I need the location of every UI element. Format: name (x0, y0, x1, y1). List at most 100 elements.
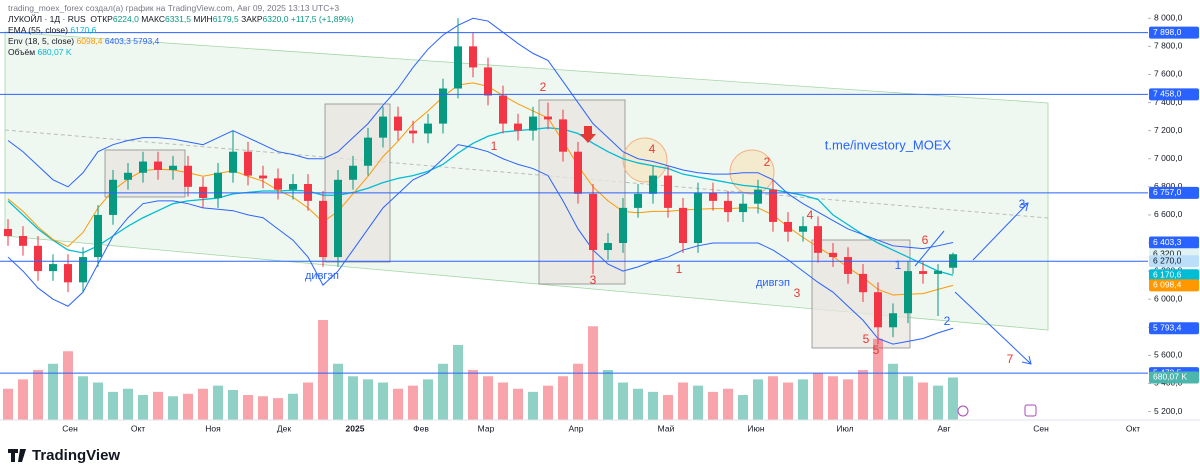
volume-bar (33, 370, 43, 420)
arrow-head (1021, 355, 1032, 365)
volume-bar (528, 391, 538, 420)
value: 6331,5 (164, 14, 191, 24)
value: 6320,0 (262, 14, 289, 24)
y-tick-label: 7 800,0 (1154, 41, 1183, 51)
value: 6170,6 (70, 25, 97, 35)
x-tick-label: Июл (836, 423, 853, 433)
candle-body (694, 192, 702, 244)
candle-body (559, 119, 567, 152)
candle-body (589, 193, 597, 251)
candle-body (544, 116, 552, 120)
header: trading_moex_forex создал(а) график на T… (8, 3, 340, 13)
volume-bar (828, 376, 838, 420)
volume-bar (843, 379, 853, 420)
volume-bar (78, 376, 88, 420)
price-axis (1148, 0, 1200, 420)
indicator-line (7, 82, 954, 296)
x-tick-label: Сен (1033, 423, 1049, 433)
volume-bar (648, 391, 658, 420)
candle-body (769, 189, 777, 222)
candle-body (259, 175, 267, 179)
volume-bar (573, 363, 583, 420)
label: ЗАКР (241, 14, 263, 24)
annotation: 3 (794, 286, 801, 300)
candle-body (139, 161, 147, 173)
candle-body (859, 273, 867, 293)
volume-bar (18, 379, 28, 420)
candle-body (814, 226, 822, 253)
price-label: 7 898,0 (1153, 27, 1182, 37)
candle-body (49, 264, 57, 272)
annotation: 1 (491, 139, 498, 153)
candle-body (214, 172, 222, 199)
candle-body (724, 200, 732, 213)
volume-bar (558, 376, 568, 420)
candle-body (184, 165, 192, 187)
value: 680,07 K (37, 47, 72, 57)
label: ОТКР (90, 14, 113, 24)
annotation: дивгэп (305, 270, 339, 282)
annotation: 4 (649, 142, 656, 156)
candle-body (154, 161, 162, 170)
candle-body (364, 137, 372, 166)
range-box (104, 149, 186, 198)
candle-body (454, 46, 462, 89)
ema-legend: EMA (55, close) 6170,6 (8, 25, 354, 36)
candle-body (904, 271, 912, 314)
arrow-head (1019, 202, 1029, 212)
volume-bar (618, 382, 628, 420)
label: EMA (55, close) (8, 25, 68, 35)
label: Объём (8, 47, 36, 57)
candle-body (679, 207, 687, 244)
volume-bar (108, 391, 118, 420)
label: Env (18, 5, close) (8, 36, 75, 46)
candle-body (124, 172, 132, 180)
candle-body (409, 130, 417, 134)
volume-bar (633, 388, 643, 420)
value: 6403,3 (104, 36, 131, 46)
candle-body (334, 179, 342, 258)
price-label: 6 270,0 (1153, 256, 1182, 266)
volume-bar (258, 396, 268, 420)
volume-bar (693, 385, 703, 420)
y-tick-label: 7 000,0 (1154, 153, 1183, 163)
volume-bar (228, 390, 238, 420)
volume-bar (723, 388, 733, 420)
price-label-box (1149, 279, 1199, 292)
value: 5793,4 (133, 36, 160, 46)
volume-bar (498, 382, 508, 420)
arrow (972, 202, 1029, 261)
annotation: 1 (895, 258, 902, 272)
logo (8, 449, 26, 462)
price-label: 6 170,6 (1153, 269, 1182, 279)
candle-body (229, 151, 237, 173)
volume-bar (363, 379, 373, 420)
candle-body (64, 264, 72, 283)
price-label: 6 403,3 (1153, 237, 1182, 247)
volume-bar (153, 391, 163, 420)
x-tick-label: Окт (131, 423, 145, 433)
down-arrow (580, 126, 596, 143)
candle-body (784, 221, 792, 232)
volume-label: 680,07 K (1153, 372, 1187, 382)
volume-bar (918, 382, 928, 420)
annotation: 6 (922, 233, 929, 247)
candle-body (829, 252, 837, 258)
x-tick-label: Фев (413, 423, 429, 433)
candle-body (709, 192, 717, 201)
candle-body (919, 271, 927, 274)
volume-bar (213, 385, 223, 420)
y-tick-label: 5 600,0 (1154, 350, 1183, 360)
candle-body (289, 184, 297, 190)
volume-bar (438, 363, 448, 420)
x-tick-label: Ноя (205, 423, 221, 433)
volume-bar (168, 396, 178, 420)
x-tick-label: Окт (1126, 423, 1140, 433)
annotation: 2 (540, 80, 547, 94)
annotation: 5 (873, 343, 880, 357)
volume-bar (903, 376, 913, 420)
volume-bar (198, 388, 208, 420)
annotation: 2 (944, 314, 951, 328)
env-legend: Env (18, 5, close) 6098,4 6403,3 5793,4 (8, 36, 354, 47)
candle-body (169, 165, 177, 170)
